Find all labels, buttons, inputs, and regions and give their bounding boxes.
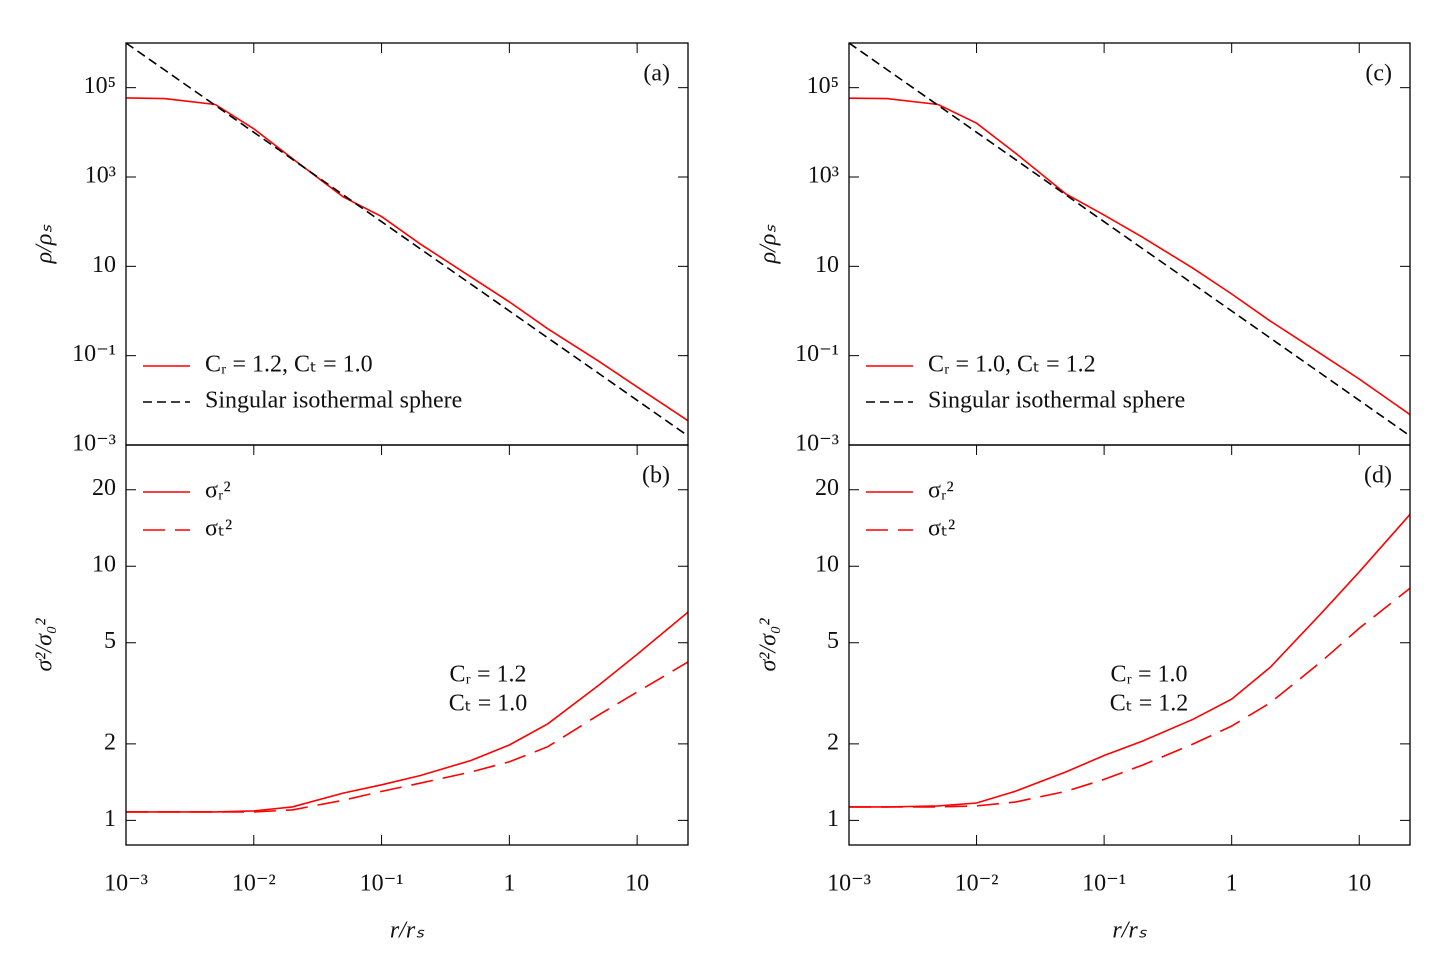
y-tick-label: 10⁻¹ bbox=[72, 341, 116, 367]
y-tick-label: 2 bbox=[827, 729, 839, 755]
y-tick-label: 10³ bbox=[808, 163, 839, 189]
x-tick-label: 10⁻² bbox=[955, 871, 999, 897]
x-tick-label: 10⁻¹ bbox=[360, 871, 404, 897]
y-tick-label: 10⁵ bbox=[807, 73, 839, 99]
data-line bbox=[849, 587, 1410, 808]
panel: 10⁻³ 10⁻¹ 10 10³ 10⁵ (a) ρ/ρₛ Cᵣ = 1.2, Cₜ = 1.… bbox=[32, 42, 689, 457]
x-axis-label: r/rₛ bbox=[1112, 918, 1147, 944]
data-line bbox=[849, 43, 1410, 437]
x-tick-label: 1 bbox=[503, 871, 515, 897]
annotation: Cᵣ = 1.2 bbox=[449, 662, 526, 688]
data-line bbox=[849, 513, 1410, 808]
panel-label: (b) bbox=[642, 463, 670, 489]
legend-label: Singular isothermal sphere bbox=[205, 388, 462, 414]
y-tick-label: 10³ bbox=[85, 163, 116, 189]
annotation: Cᵣ = 1.0 bbox=[1110, 662, 1187, 688]
y-tick-label: 1 bbox=[104, 806, 116, 832]
y-axis-label: ρ/ρₛ bbox=[32, 224, 58, 265]
panel-label: (c) bbox=[1365, 61, 1392, 87]
x-tick-label: 10 bbox=[625, 871, 649, 897]
legend-label: σᵣ² bbox=[205, 478, 231, 504]
annotation: Cₜ = 1.2 bbox=[1110, 691, 1189, 717]
y-tick-label: 10⁻³ bbox=[795, 431, 839, 457]
legend-label: Cᵣ = 1.2, Cₜ = 1.0 bbox=[205, 352, 373, 378]
panel: 1 2 5 10 20 10⁻³ 10⁻² 10⁻¹ 1 10 (b) σ²/σ₀² r/rₛ σᵣ² σₜ… bbox=[32, 43, 689, 944]
y-axis-label: σ²/σ₀² bbox=[32, 618, 58, 672]
data-line bbox=[126, 661, 688, 813]
y-tick-label: 10⁻¹ bbox=[795, 341, 839, 367]
panel: 1 2 5 10 20 10⁻³ 10⁻² 10⁻¹ 1 10 (d) σ²/σ₀² r/rₛ σᵣ² σₜ… bbox=[756, 43, 1411, 944]
x-tick-label: 10⁻³ bbox=[827, 871, 871, 897]
y-tick-label: 20 bbox=[92, 475, 116, 501]
y-tick-label: 1 bbox=[827, 806, 839, 832]
y-axis-label: σ²/σ₀² bbox=[756, 618, 782, 672]
y-tick-label: 10 bbox=[92, 552, 116, 578]
legend-label: Cᵣ = 1.0, Cₜ = 1.2 bbox=[928, 352, 1096, 378]
x-tick-label: 10⁻³ bbox=[104, 871, 148, 897]
y-tick-label: 5 bbox=[827, 628, 839, 654]
y-tick-label: 10⁻³ bbox=[72, 431, 116, 457]
y-tick-label: 20 bbox=[815, 475, 839, 501]
legend-label: Singular isothermal sphere bbox=[928, 388, 1185, 414]
y-axis-label: ρ/ρₛ bbox=[756, 224, 782, 265]
data-line bbox=[126, 43, 688, 437]
y-tick-label: 10 bbox=[92, 252, 116, 278]
panel: 10⁻³ 10⁻¹ 10 10³ 10⁵ (c) ρ/ρₛ Cᵣ = 1.0, Cₜ = 1.… bbox=[756, 42, 1411, 457]
x-tick-label: 1 bbox=[1226, 871, 1238, 897]
y-tick-label: 10 bbox=[815, 552, 839, 578]
panel-label: (d) bbox=[1364, 463, 1392, 489]
legend-label: σₜ² bbox=[928, 516, 955, 542]
y-tick-label: 5 bbox=[104, 628, 116, 654]
data-line bbox=[849, 97, 1410, 416]
y-tick-label: 10 bbox=[815, 252, 839, 278]
data-line bbox=[126, 97, 688, 422]
legend-label: σₜ² bbox=[205, 516, 232, 542]
x-tick-label: 10⁻¹ bbox=[1082, 871, 1126, 897]
plot-frame bbox=[125, 444, 689, 846]
annotation: Cₜ = 1.0 bbox=[449, 691, 528, 717]
x-tick-label: 10 bbox=[1347, 871, 1371, 897]
y-tick-label: 2 bbox=[104, 729, 116, 755]
x-tick-label: 10⁻² bbox=[232, 871, 276, 897]
x-axis-label: r/rₛ bbox=[390, 918, 425, 944]
data-line bbox=[126, 611, 688, 813]
y-tick-label: 10⁵ bbox=[84, 73, 116, 99]
panel-label: (a) bbox=[643, 61, 670, 87]
legend-label: σᵣ² bbox=[928, 478, 954, 504]
plot-frame bbox=[848, 444, 1411, 846]
